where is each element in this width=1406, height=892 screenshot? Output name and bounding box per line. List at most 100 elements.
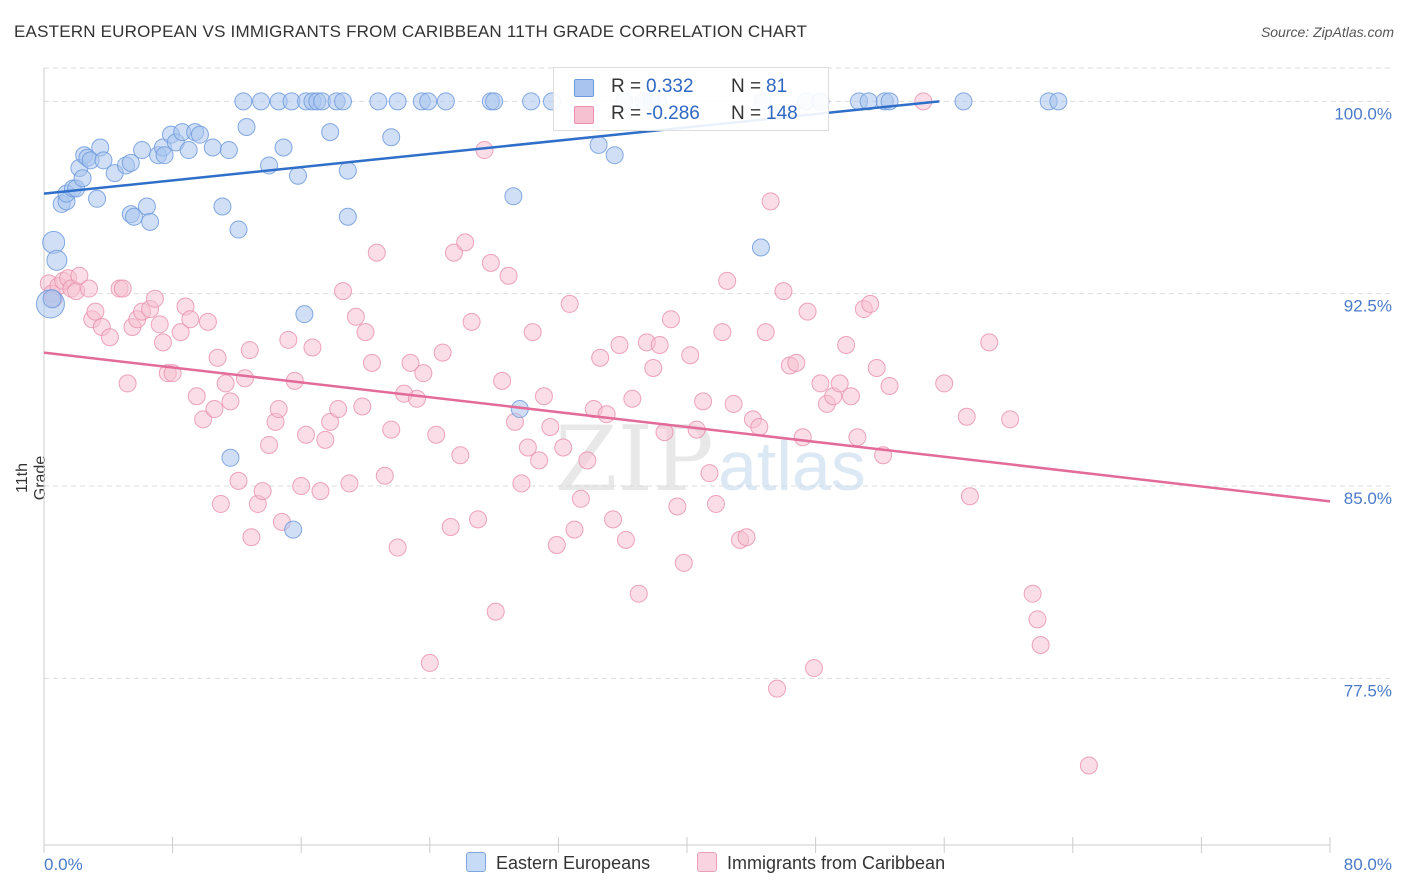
data-point-caribbean — [1023, 584, 1042, 603]
legend-swatch-blue — [466, 852, 486, 872]
legend-swatch-pink — [574, 106, 594, 124]
data-point-caribbean — [311, 482, 330, 501]
data-point-caribbean — [980, 333, 999, 352]
data-point-eastern-european — [121, 153, 140, 172]
data-point-eastern-european — [94, 151, 113, 170]
data-point-caribbean — [623, 389, 642, 408]
data-point-eastern-european — [751, 238, 770, 257]
data-point-caribbean — [118, 374, 137, 393]
data-point-caribbean — [650, 335, 669, 354]
data-point-eastern-european — [504, 187, 523, 206]
data-point-caribbean — [713, 323, 732, 342]
data-point-eastern-european — [133, 141, 152, 160]
data-point-caribbean — [242, 528, 261, 547]
data-point-eastern-european — [284, 520, 303, 539]
legend-label: Immigrants from Caribbean — [727, 853, 946, 873]
data-point-caribbean — [960, 487, 979, 506]
data-point-caribbean — [867, 359, 886, 378]
data-point-caribbean — [578, 451, 597, 470]
data-point-eastern-european — [46, 249, 68, 271]
trend-line-caribbean — [43, 351, 1331, 503]
r-value: 0.332 — [646, 76, 694, 97]
data-point-caribbean — [407, 389, 426, 408]
data-point-eastern-european — [436, 92, 455, 111]
data-point-caribbean — [493, 371, 512, 390]
data-point-caribbean — [1031, 635, 1050, 654]
data-point-eastern-european — [338, 207, 357, 226]
data-point-eastern-european — [954, 92, 973, 111]
legend-item-immigrants-from-caribbean[interactable]: Immigrants from Caribbean — [697, 852, 945, 874]
data-point-eastern-european — [213, 197, 232, 216]
data-point-caribbean — [433, 343, 452, 362]
data-point-caribbean — [356, 323, 375, 342]
data-point-caribbean — [303, 338, 322, 357]
data-point-eastern-european — [252, 92, 271, 111]
data-point-caribbean — [269, 400, 288, 419]
stats-legend: R = 0.332 N = 81 R = -0.286 N = 148 — [553, 67, 829, 131]
r-label: R = — [611, 103, 642, 124]
data-point-caribbean — [644, 359, 663, 378]
data-point-caribbean — [674, 553, 693, 572]
data-point-eastern-european — [333, 92, 352, 111]
data-point-eastern-european — [295, 305, 314, 324]
legend-swatch-pink — [697, 852, 717, 872]
data-point-eastern-european — [155, 146, 174, 165]
data-point-caribbean — [512, 474, 531, 493]
data-point-caribbean — [793, 428, 812, 447]
data-point-caribbean — [469, 510, 488, 529]
data-point-caribbean — [321, 412, 340, 431]
data-point-eastern-european — [141, 212, 160, 231]
data-point-caribbean — [848, 428, 867, 447]
data-point-caribbean — [145, 289, 164, 308]
data-point-caribbean — [187, 387, 206, 406]
data-point-caribbean — [441, 518, 460, 537]
data-point-eastern-european — [42, 230, 66, 254]
x-tick-label-min: 0.0% — [44, 855, 83, 874]
data-point-caribbean — [329, 400, 348, 419]
n-label: N = — [731, 103, 762, 124]
data-point-eastern-european — [605, 146, 624, 165]
data-point-caribbean — [221, 392, 240, 411]
data-point-caribbean — [661, 310, 680, 329]
data-point-caribbean — [880, 376, 899, 395]
data-point-caribbean — [205, 400, 224, 419]
data-point-caribbean — [297, 425, 316, 444]
data-point-caribbean — [811, 374, 830, 393]
data-point-eastern-european — [321, 123, 340, 142]
data-point-caribbean — [113, 279, 132, 298]
data-point-eastern-european — [522, 92, 541, 111]
data-point-eastern-european — [88, 189, 107, 208]
data-point-caribbean — [235, 369, 254, 388]
data-point-caribbean — [629, 584, 648, 603]
data-point-caribbean — [668, 497, 687, 516]
data-point-caribbean — [724, 394, 743, 413]
data-point-caribbean — [694, 392, 713, 411]
data-point-eastern-european — [179, 141, 198, 160]
data-point-caribbean — [1001, 410, 1020, 429]
data-point-caribbean — [681, 346, 700, 365]
data-point-caribbean — [957, 407, 976, 426]
chart-title: EASTERN EUROPEAN VS IMMIGRANTS FROM CARI… — [14, 22, 808, 41]
data-point-caribbean — [761, 192, 780, 211]
data-point-caribbean — [150, 315, 169, 334]
legend-item-eastern-europeans[interactable]: Eastern Europeans — [466, 852, 650, 874]
data-point-eastern-european — [203, 138, 222, 157]
data-point-eastern-european — [190, 125, 209, 144]
data-point-caribbean — [171, 323, 190, 342]
data-point-caribbean — [382, 420, 401, 439]
data-point-eastern-european — [485, 92, 504, 111]
x-tick-marks — [43, 837, 1331, 853]
data-point-caribbean — [830, 374, 849, 393]
x-tick-labels: 0.0% 80.0% — [44, 855, 1392, 874]
data-point-caribbean — [560, 294, 579, 313]
data-point-caribbean — [451, 446, 470, 465]
data-point-caribbean — [768, 679, 787, 698]
data-point-caribbean — [316, 430, 335, 449]
data-point-eastern-european — [338, 161, 357, 180]
data-point-caribbean — [427, 425, 446, 444]
data-point-caribbean — [86, 302, 105, 321]
data-point-caribbean — [1079, 756, 1098, 775]
data-point-caribbean — [616, 530, 635, 549]
data-point-caribbean — [211, 494, 230, 513]
data-point-caribbean — [541, 418, 560, 437]
